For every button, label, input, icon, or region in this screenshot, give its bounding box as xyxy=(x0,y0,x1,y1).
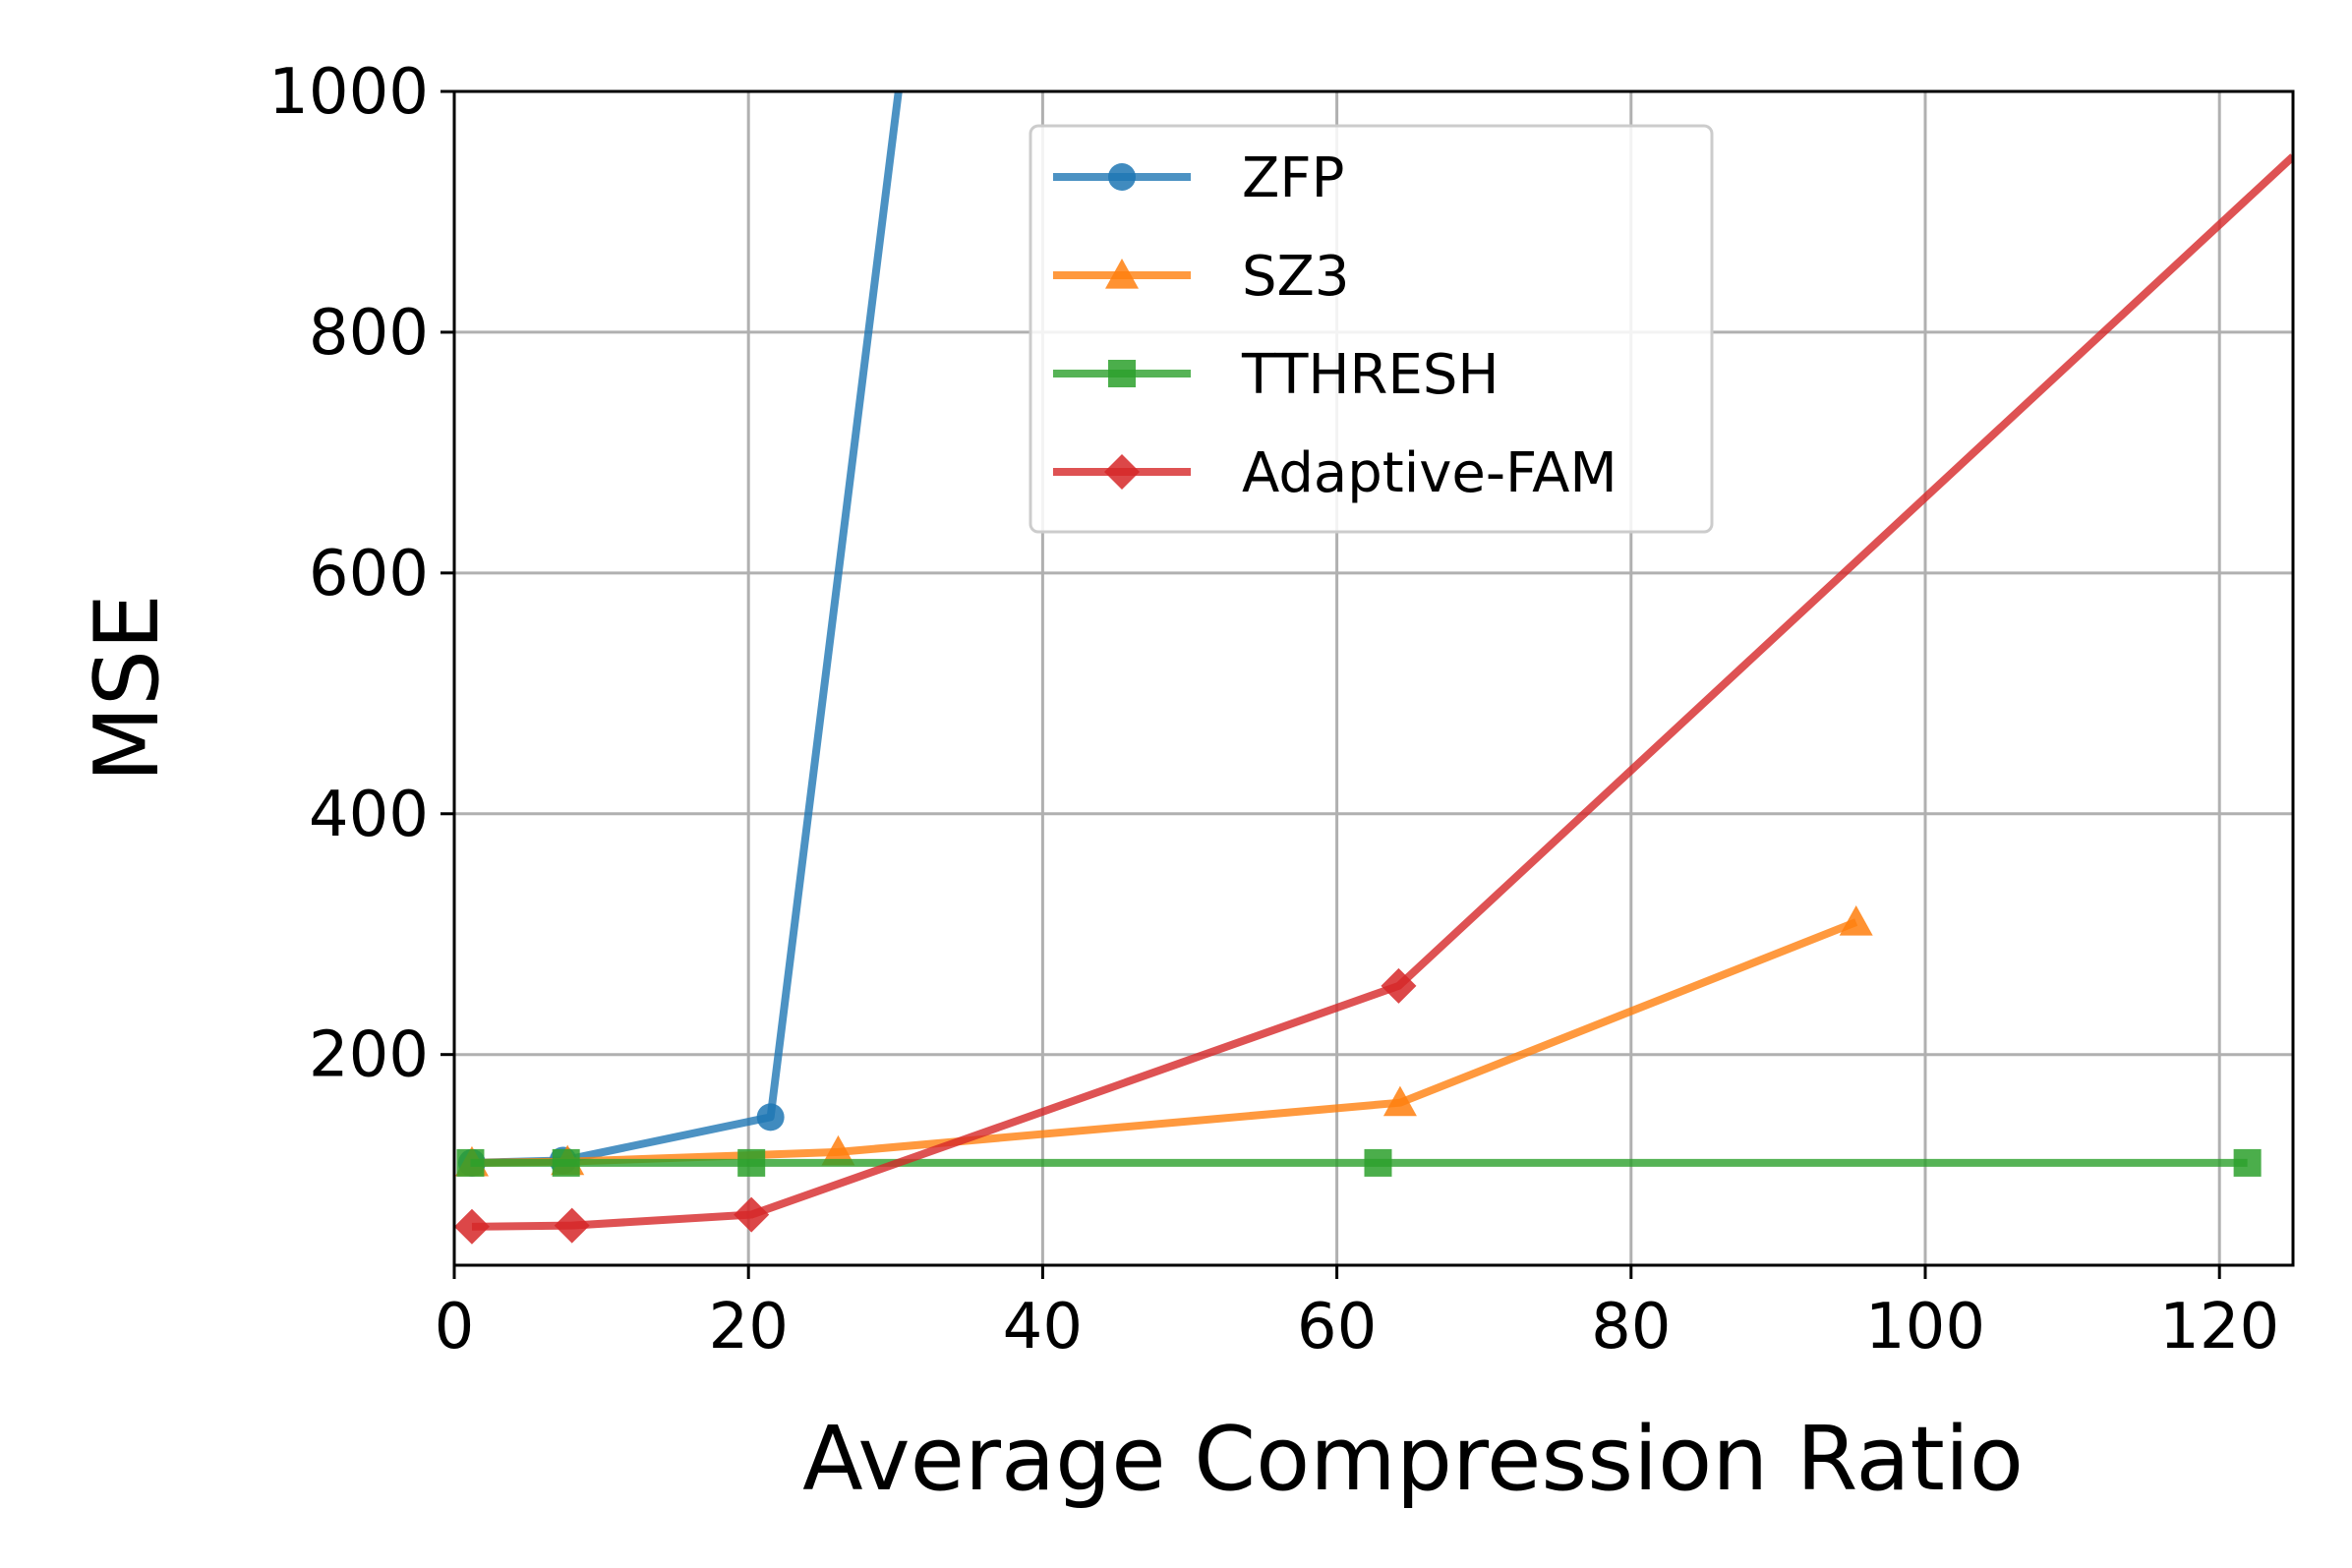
x-tick-label: 120 xyxy=(2159,1291,2279,1364)
series-adaptive-fam xyxy=(454,153,2293,1245)
x-axis-label: Average Compression Ratio xyxy=(802,1408,2024,1511)
legend-label: ZFP xyxy=(1242,146,1344,210)
x-tick-label: 40 xyxy=(1003,1291,1083,1364)
legend-marker xyxy=(1105,259,1139,289)
series-zfp xyxy=(457,91,903,1177)
data-point-adaptive-fam xyxy=(734,1196,770,1233)
y-tick-label: 600 xyxy=(309,538,429,610)
y-tick-label: 800 xyxy=(309,297,429,370)
data-point-tthresh xyxy=(1364,1148,1392,1177)
legend-item-adaptive-fam: Adaptive-FAM xyxy=(1053,441,1617,505)
y-tick-label: 400 xyxy=(309,779,429,851)
data-point-adaptive-fam xyxy=(1381,967,1417,1004)
legend-item-sz3: SZ3 xyxy=(1053,245,1350,309)
data-point-tthresh xyxy=(552,1148,580,1177)
legend-box xyxy=(1029,124,1714,534)
x-tick-label: 20 xyxy=(708,1291,788,1364)
legend-marker xyxy=(1104,454,1140,490)
legend-marker xyxy=(1108,360,1136,387)
data-point-zfp xyxy=(756,1103,785,1132)
legend-label: SZ3 xyxy=(1242,245,1350,309)
data-point-adaptive-fam xyxy=(554,1207,590,1244)
plot-frame xyxy=(452,89,2295,1267)
data-point-tthresh xyxy=(2233,1148,2262,1177)
data-point-sz3 xyxy=(1839,904,1873,936)
data-point-sz3 xyxy=(1382,1085,1417,1117)
legend-label: Adaptive-FAM xyxy=(1242,441,1617,505)
legend-item-tthresh: TTHRESH xyxy=(1053,343,1499,407)
series-line-sz3 xyxy=(471,918,1858,1167)
y-tick-label: 1000 xyxy=(268,56,429,129)
series-tthresh xyxy=(456,1148,2262,1177)
data-point-sz3 xyxy=(821,1134,855,1166)
data-point-tthresh xyxy=(456,1148,485,1177)
legend-marker xyxy=(1108,163,1136,191)
axis-ticks: 0 20 40 60 80 100 120 200 400 600 800 1000 xyxy=(268,56,2279,1364)
legend: ZFP SZ3 TTHRESH Adaptive-FAM xyxy=(1029,124,1714,534)
data-point-tthresh xyxy=(737,1148,766,1177)
x-tick-label: 60 xyxy=(1297,1291,1377,1364)
y-tick-label: 200 xyxy=(309,1019,429,1092)
legend-item-zfp: ZFP xyxy=(1053,146,1344,210)
series-line-zfp xyxy=(471,91,903,1167)
data-point-adaptive-fam xyxy=(454,1208,490,1245)
legend-label: TTHRESH xyxy=(1241,343,1499,407)
x-tick-label: 80 xyxy=(1591,1291,1671,1364)
x-tick-label: 100 xyxy=(1865,1291,1985,1364)
x-tick-label: 0 xyxy=(435,1291,475,1364)
y-axis-label: MSE xyxy=(76,594,179,783)
plot-series xyxy=(454,91,2293,1245)
